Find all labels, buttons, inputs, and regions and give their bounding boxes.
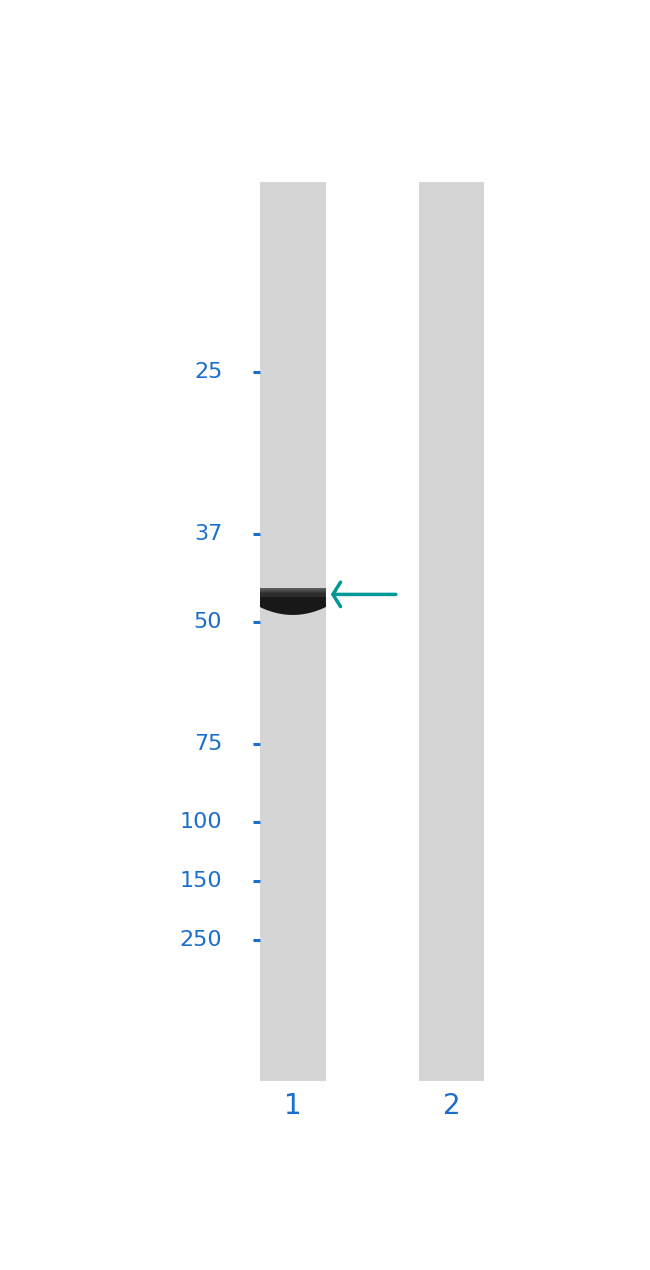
Text: 75: 75 [194, 734, 222, 754]
Text: 25: 25 [194, 362, 222, 382]
Polygon shape [260, 589, 326, 597]
Text: 1: 1 [284, 1092, 302, 1120]
Bar [260, 182, 326, 1082]
Text: 150: 150 [179, 871, 222, 892]
Bar [419, 182, 484, 1082]
Text: 2: 2 [443, 1092, 460, 1120]
Polygon shape [260, 593, 326, 615]
Text: 37: 37 [194, 523, 222, 544]
Text: 100: 100 [179, 813, 222, 832]
Text: 250: 250 [179, 930, 222, 950]
Text: 50: 50 [194, 612, 222, 631]
